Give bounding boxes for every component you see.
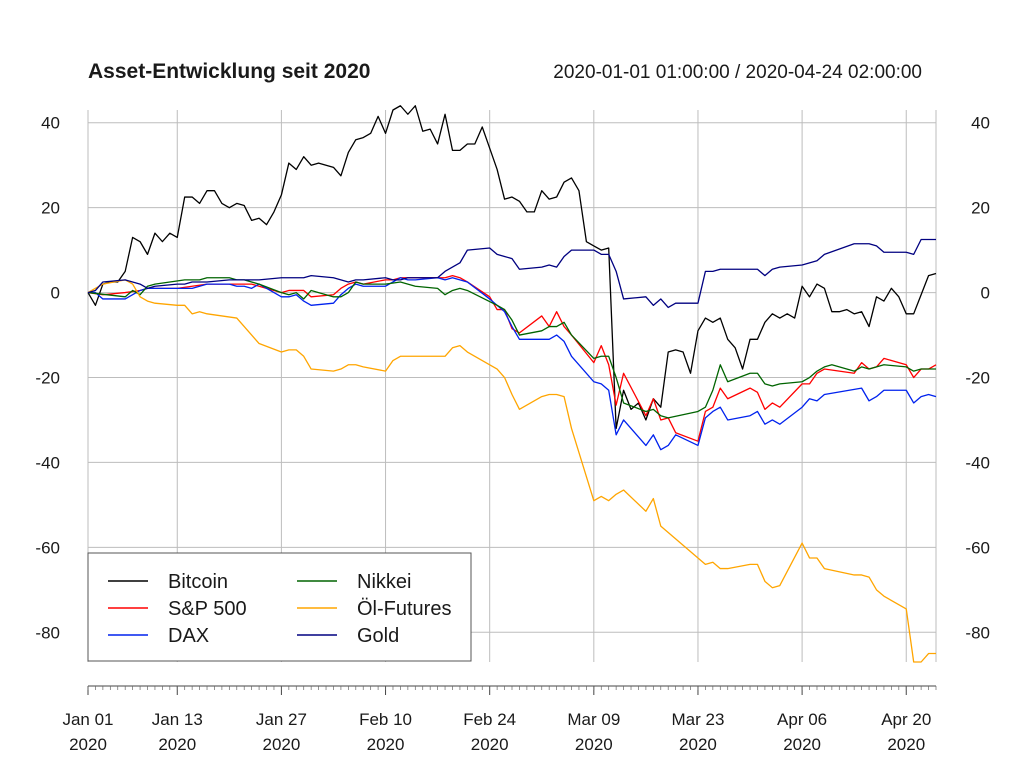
y-tick-label-right: -40 bbox=[965, 453, 990, 472]
x-tick-label: Jan 27 bbox=[256, 710, 307, 729]
legend-label: DAX bbox=[168, 625, 209, 647]
x-tick-label: Jan 01 bbox=[62, 710, 113, 729]
series-line-s-p-500 bbox=[87, 274, 937, 442]
legend-label: Öl-Futures bbox=[357, 598, 451, 620]
legend-label: Nikkei bbox=[357, 571, 411, 593]
series-line-bitcoin bbox=[87, 105, 937, 430]
y-tick-label-right: 0 bbox=[981, 284, 990, 303]
series-line-nikkei bbox=[87, 277, 936, 419]
y-tick-label-left: -20 bbox=[35, 369, 60, 388]
x-tick-year: 2020 bbox=[575, 735, 613, 754]
x-tick-label: Apr 06 bbox=[777, 710, 827, 729]
legend-label: Bitcoin bbox=[168, 571, 228, 593]
y-tick-label-left: 0 bbox=[51, 284, 60, 303]
x-tick-label: Jan 13 bbox=[152, 710, 203, 729]
y-tick-label-left: 20 bbox=[41, 199, 60, 218]
series-line-l-futures bbox=[87, 279, 936, 663]
x-tick-label: Apr 20 bbox=[881, 710, 931, 729]
y-tick-label-left: -40 bbox=[35, 453, 60, 472]
x-tick-year: 2020 bbox=[783, 735, 821, 754]
x-tick-year: 2020 bbox=[69, 735, 107, 754]
chart-title: Asset-Entwicklung seit 2020 bbox=[88, 60, 370, 83]
series-line-gold bbox=[87, 238, 936, 309]
y-tick-label-right: -20 bbox=[965, 369, 990, 388]
x-tick-label: Feb 10 bbox=[359, 710, 412, 729]
legend: Bitcoin S&P 500 DAX Nikkei Öl-Futures Gold bbox=[87, 552, 472, 662]
series-lines bbox=[87, 105, 937, 663]
x-tick-year: 2020 bbox=[367, 735, 405, 754]
legend-label: Gold bbox=[357, 625, 399, 647]
x-tick-label: Feb 24 bbox=[463, 710, 516, 729]
grid bbox=[87, 110, 937, 662]
y-tick-label-right: -60 bbox=[965, 538, 990, 557]
y-tick-label-left: -60 bbox=[35, 538, 60, 557]
chart-date-range: 2020-01-01 01:00:00 / 2020-04-24 02:00:0… bbox=[553, 62, 922, 83]
y-tick-label-left: -80 bbox=[35, 623, 60, 642]
legend-label: S&P 500 bbox=[168, 598, 247, 620]
x-tick-label: Mar 23 bbox=[672, 710, 725, 729]
y-tick-label-right: 40 bbox=[971, 114, 990, 133]
y-tick-label-right: 20 bbox=[971, 199, 990, 218]
x-tick-year: 2020 bbox=[262, 735, 300, 754]
legend-box bbox=[87, 552, 472, 662]
y-tick-label-left: 40 bbox=[41, 114, 60, 133]
series-line-dax bbox=[88, 277, 937, 451]
x-tick-year: 2020 bbox=[158, 735, 196, 754]
y-tick-label-right: -80 bbox=[965, 623, 990, 642]
x-tick-year: 2020 bbox=[471, 735, 509, 754]
x-tick-year: 2020 bbox=[679, 735, 717, 754]
x-tick-label: Mar 09 bbox=[567, 710, 620, 729]
x-tick-year: 2020 bbox=[887, 735, 925, 754]
